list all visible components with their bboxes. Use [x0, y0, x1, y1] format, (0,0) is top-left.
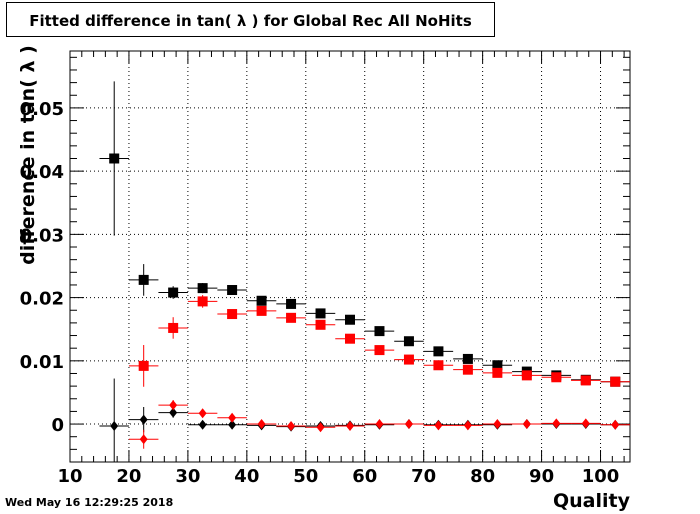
- tick-labels: 10 20 30 40 50 60 70 80 90 100 0 0.01 0.02 0.03 0.04 0.…: [20, 99, 620, 487]
- data-point-square: [138, 274, 149, 285]
- data-point-square: [256, 305, 267, 316]
- data-point-square: [403, 336, 414, 347]
- chart-title-box: Fitted difference in tan( λ ) for Global…: [6, 2, 495, 37]
- y-tick-label: 0.01: [20, 352, 64, 373]
- x-axis-label: Quality: [553, 490, 630, 512]
- grid: [70, 51, 630, 462]
- data-point-square: [256, 295, 267, 306]
- y-tick-label: 0: [51, 415, 64, 436]
- data-point-square: [197, 296, 208, 307]
- x-tick-label: 80: [470, 466, 495, 487]
- x-tick-label: 70: [411, 466, 436, 487]
- data-point-square: [197, 283, 208, 294]
- data-point-square: [168, 322, 179, 333]
- data-point-square: [138, 360, 149, 371]
- x-tick-label: 10: [57, 466, 82, 487]
- y-tick-label: 0.03: [20, 225, 64, 246]
- timestamp: Wed May 16 12:29:25 2018: [5, 496, 174, 509]
- data-point-square: [345, 314, 355, 325]
- data-point-diamond: [404, 419, 413, 430]
- data-point-diamond: [169, 400, 178, 411]
- data-point-diamond: [228, 419, 237, 430]
- axis-ticks: [69, 51, 630, 463]
- x-tick-label: 100: [582, 466, 620, 487]
- data-point-square: [433, 346, 444, 357]
- data-point-diamond: [375, 419, 384, 430]
- data-point-diamond: [110, 420, 119, 431]
- data-point-diamond: [257, 419, 266, 430]
- data-point-diamond: [287, 420, 296, 431]
- data-point-square: [521, 370, 532, 381]
- y-axis-label: difference in tan( λ ): [17, 45, 39, 265]
- data-point-diamond: [346, 420, 354, 431]
- data-point-square: [580, 375, 591, 386]
- data-point-diamond: [316, 422, 325, 433]
- series-1: [128, 295, 630, 387]
- data-point-diamond: [139, 434, 148, 445]
- data-point-diamond: [169, 407, 178, 418]
- x-tick-label: 40: [234, 466, 259, 487]
- y-tick-label: 0.02: [20, 289, 64, 310]
- data-point-square: [551, 372, 562, 383]
- plot-frame: [69, 50, 631, 463]
- data-point-diamond: [463, 420, 472, 431]
- data-point-diamond: [198, 408, 207, 419]
- data-point-square: [462, 364, 473, 375]
- series-3: [128, 400, 630, 449]
- x-tick-label: 90: [529, 466, 554, 487]
- data-point-square: [227, 285, 238, 296]
- data-point-diamond: [434, 420, 443, 431]
- data-point-square: [374, 326, 385, 337]
- data-point-square: [109, 153, 120, 164]
- data-point-square: [286, 312, 297, 323]
- chart-title: Fitted difference in tan( λ ) for Global…: [29, 12, 472, 30]
- data-point-square: [403, 354, 414, 365]
- data-point-diamond: [139, 414, 148, 425]
- data-point-square: [374, 345, 385, 356]
- data-point-diamond: [493, 419, 502, 430]
- data-point-diamond: [198, 419, 207, 430]
- x-tick-label: 50: [293, 466, 318, 487]
- data-point-square: [286, 298, 297, 309]
- data-point-diamond: [552, 418, 561, 429]
- y-tick-label: 0.04: [20, 162, 64, 183]
- data-point-square: [433, 360, 444, 371]
- data-series: [99, 81, 630, 462]
- y-tick-label: 0.05: [20, 99, 64, 120]
- data-point-diamond: [228, 412, 237, 423]
- data-point-diamond: [581, 418, 590, 429]
- data-point-square: [345, 333, 355, 344]
- x-tick-label: 30: [175, 466, 200, 487]
- data-point-square: [315, 308, 326, 319]
- data-point-diamond: [522, 419, 531, 430]
- data-point-square: [492, 360, 503, 371]
- data-point-square: [168, 287, 179, 298]
- data-point-square: [492, 367, 503, 378]
- x-tick-label: 20: [116, 466, 141, 487]
- data-point-square: [315, 319, 326, 330]
- data-point-square: [462, 353, 473, 364]
- data-point-diamond: [611, 419, 620, 430]
- data-point-square: [610, 376, 621, 387]
- data-point-square: [227, 309, 238, 320]
- x-tick-label: 60: [352, 466, 377, 487]
